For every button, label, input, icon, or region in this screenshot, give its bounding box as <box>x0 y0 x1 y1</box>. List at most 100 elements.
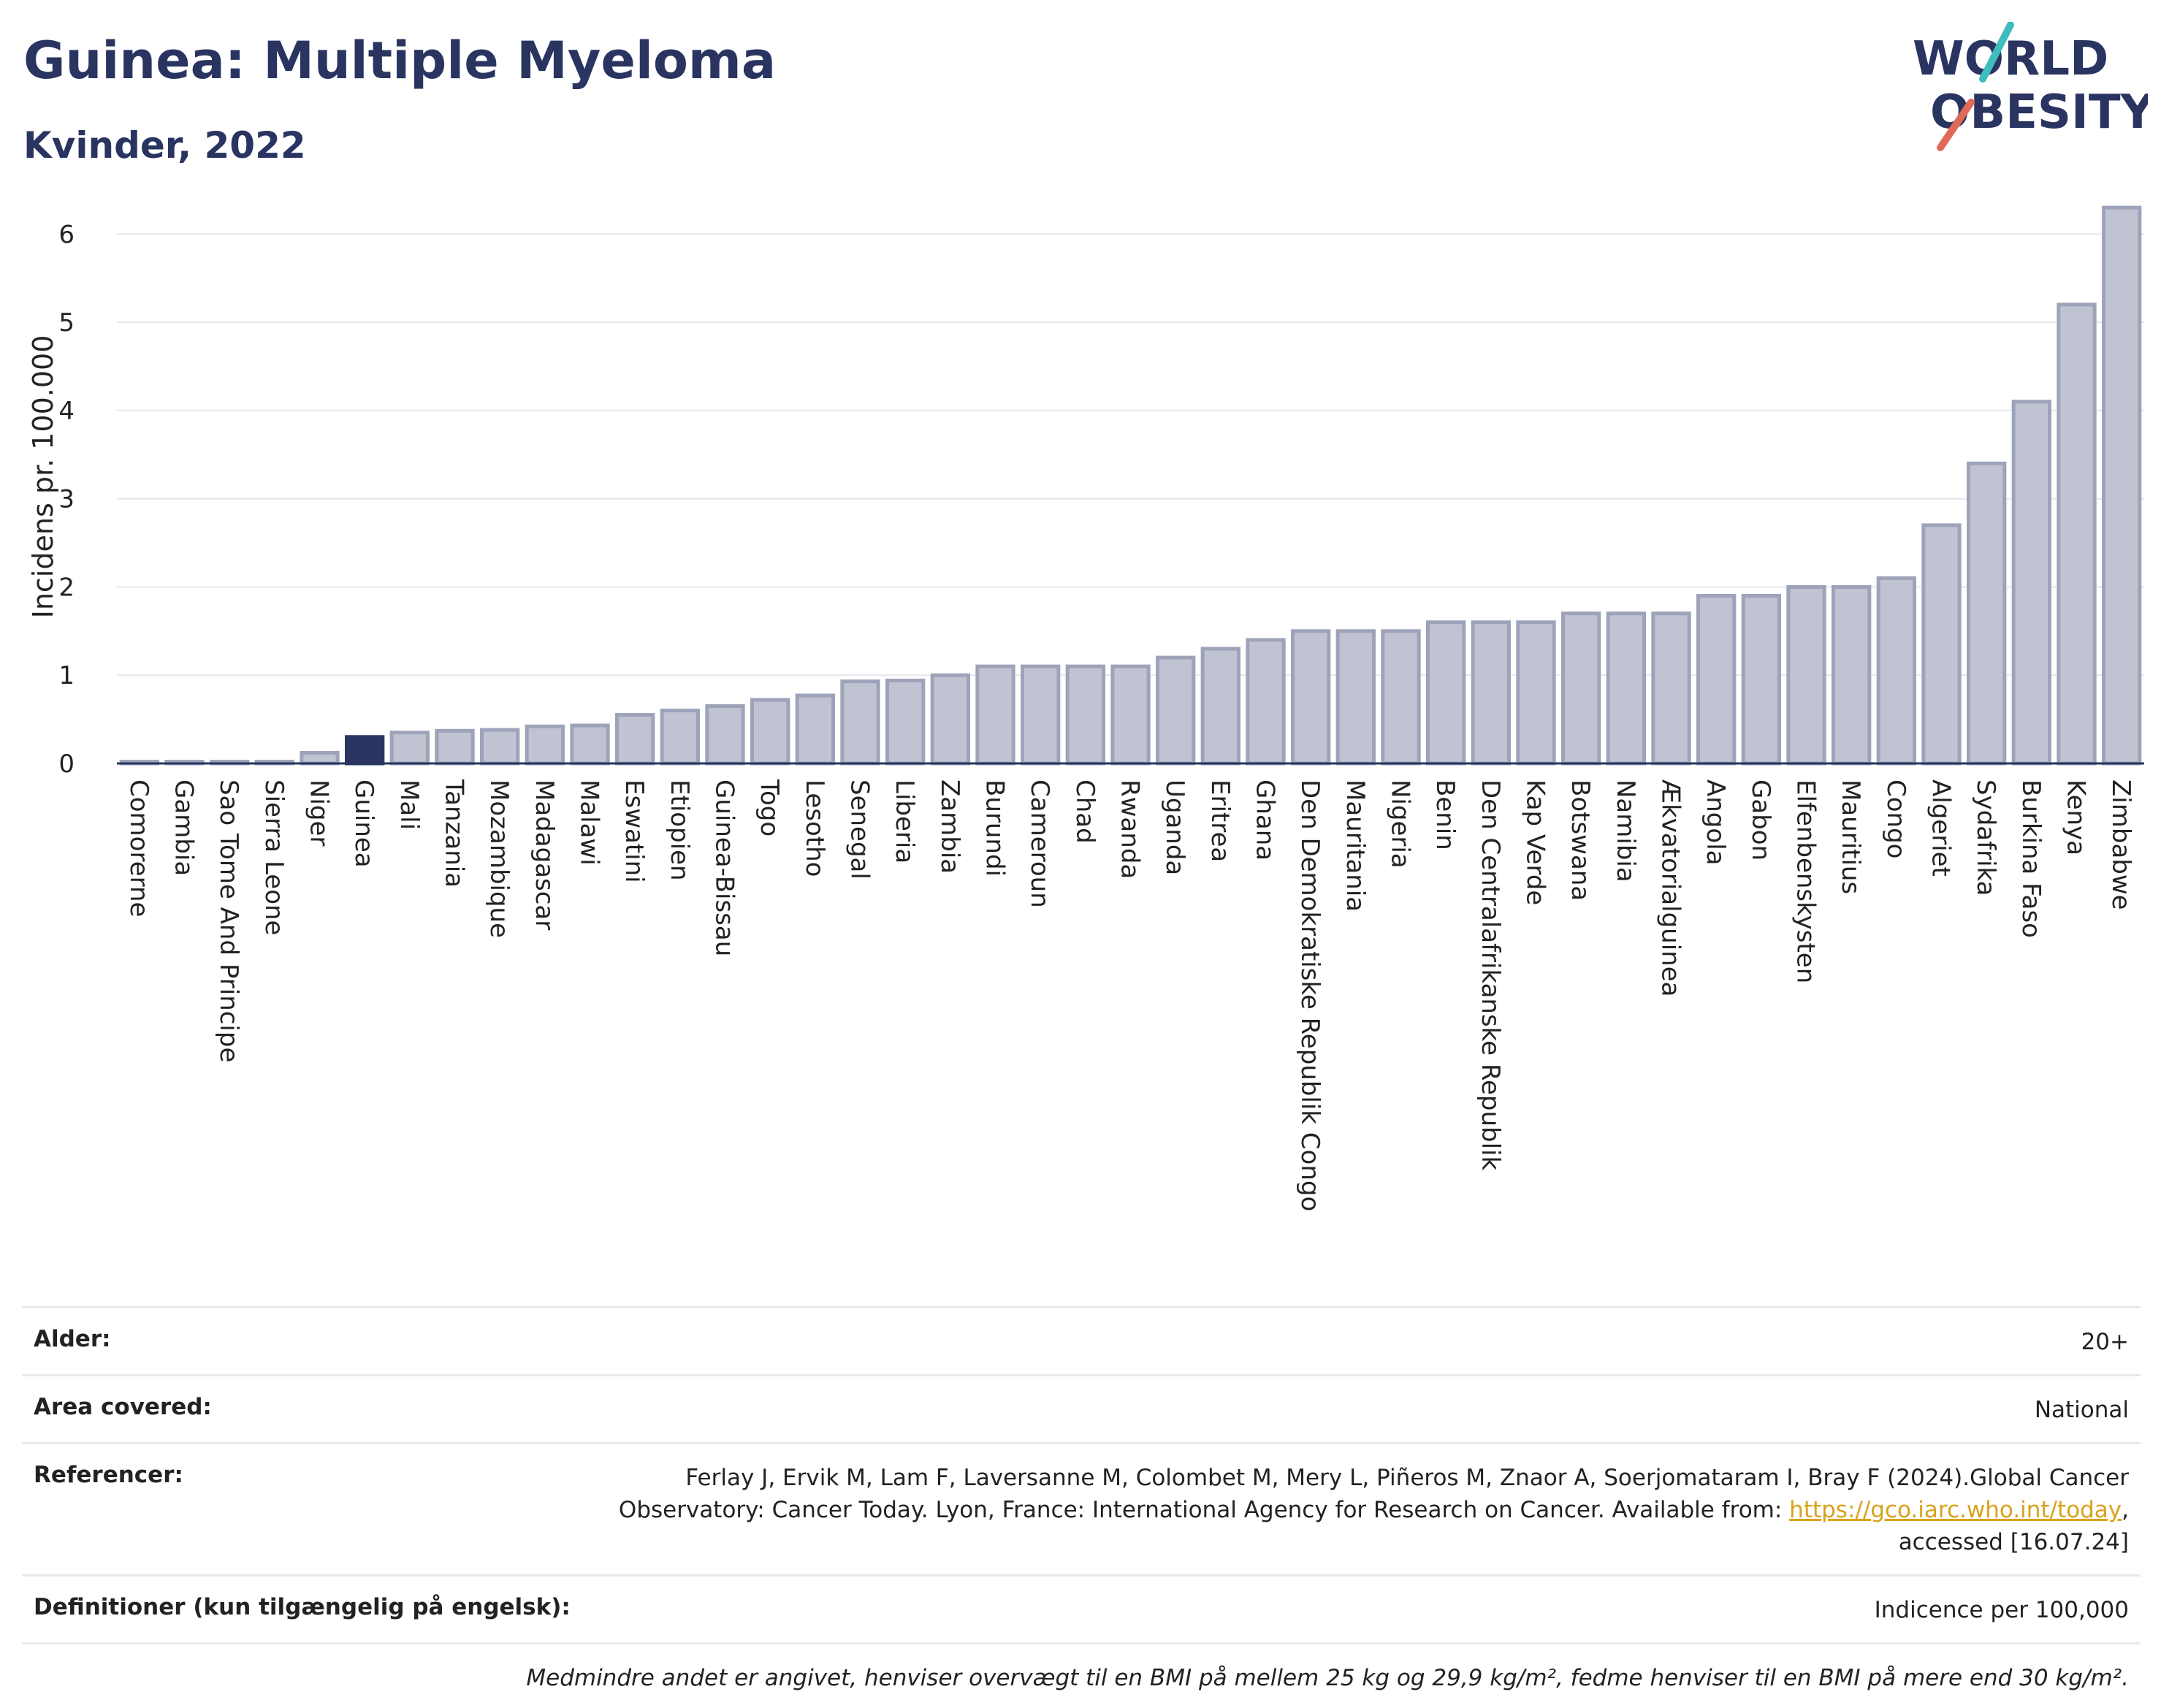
x-tick-label: Malawi <box>575 779 604 866</box>
info-value: National <box>2034 1397 2129 1423</box>
bar <box>1561 611 1601 766</box>
bar <box>1696 594 1737 766</box>
bar <box>345 735 385 766</box>
x-tick-label: Cameroun <box>1025 779 1054 908</box>
reference-line: Observatory: Cancer Today. Lyon, France:… <box>618 1497 2129 1523</box>
x-tick-label: Madagascar <box>530 779 559 930</box>
bar <box>1876 576 1917 766</box>
x-tick-label: Lesotho <box>800 779 829 877</box>
info-table: Alder: 20+ Area covered: National Refere… <box>22 1306 2141 1708</box>
x-tick-label: Den Demokratiske Republik Congo <box>1295 779 1325 1211</box>
bar <box>930 673 970 766</box>
x-tick-label: Mozambique <box>484 779 514 938</box>
bar <box>300 751 340 766</box>
info-row-references: Referencer: Ferlay J, Ervik M, Lam F, La… <box>22 1442 2141 1574</box>
logo-line1: WORLD <box>1913 32 2108 86</box>
x-tick-label: Angola <box>1701 779 1730 865</box>
x-tick-label: Etiopien <box>665 779 694 881</box>
x-tick-label: Namibia <box>1611 779 1640 882</box>
x-tick-label: Zimbabwe <box>2106 779 2135 910</box>
y-axis-label: Incidens pr. 100.000 <box>27 335 59 619</box>
x-tick-label: Chad <box>1070 779 1099 844</box>
bar <box>840 679 880 766</box>
bar <box>2057 302 2097 766</box>
bar <box>480 728 520 766</box>
bar <box>1832 584 1872 766</box>
reference-link[interactable]: https://gco.iarc.who.int/today <box>1789 1497 2122 1523</box>
x-tick-label: Mauritania <box>1341 779 1370 912</box>
info-row-footnote: Medmindre andet er angivet, henviser ove… <box>22 1642 2141 1708</box>
bar <box>1246 638 1286 766</box>
logo-slash-bottom-icon <box>1937 99 1975 151</box>
reference-line: Ferlay J, Ervik M, Lam F, Laversanne M, … <box>685 1465 2129 1491</box>
info-key: Alder: <box>34 1326 111 1352</box>
bar <box>570 723 610 766</box>
bar <box>1516 620 1556 766</box>
bar <box>705 704 745 766</box>
x-tick-label: Gambia <box>169 779 199 876</box>
x-tick-label: Sydafrika <box>1971 779 2000 896</box>
x-tick-label: Mali <box>395 779 424 830</box>
bar <box>1156 655 1196 766</box>
x-tick-label: Kap Verde <box>1521 779 1550 905</box>
info-row-definitions: Definitioner (kun tilgængelig på engelsk… <box>22 1574 2141 1642</box>
bar <box>1110 664 1151 766</box>
y-tick-label: 3 <box>58 485 75 514</box>
x-tick-label: Mauritius <box>1836 779 1865 894</box>
x-tick-label: Comorerne <box>124 779 153 917</box>
bar <box>1426 620 1466 766</box>
bar <box>1967 461 2007 766</box>
y-tick-label: 0 <box>58 750 75 779</box>
bars <box>119 205 2142 766</box>
bar <box>1921 523 1962 766</box>
x-tick-label: Kenya <box>2062 779 2091 855</box>
x-tick-label: Botswana <box>1566 779 1595 901</box>
x-tick-label: Congo <box>1881 779 1910 858</box>
page-title: Guinea: Multiple Myeloma <box>23 31 777 91</box>
bar <box>2102 205 2142 766</box>
x-tick-label: Zambia <box>935 779 964 874</box>
x-tick-label: Liberia <box>890 779 919 863</box>
bar <box>660 709 701 766</box>
x-tick-label: Uganda <box>1160 779 1189 875</box>
bar <box>1065 664 1105 766</box>
x-axis-labels: Comorerne Gambia Sao Tome And Principe Sier… <box>124 779 2135 1211</box>
bar <box>615 713 655 766</box>
x-tick-label: Burundi <box>980 779 1010 877</box>
bar <box>435 728 475 766</box>
bar <box>1381 629 1421 766</box>
logo-slash-top-icon <box>1979 22 2014 83</box>
x-tick-label: Gabon <box>1746 779 1775 861</box>
x-tick-label: Ghana <box>1251 779 1280 861</box>
x-tick-label: Sao Tome And Principe <box>214 779 243 1062</box>
bar <box>795 693 835 766</box>
bar <box>2011 400 2052 766</box>
info-value: Indicence per 100,000 <box>1874 1597 2129 1623</box>
bar <box>1021 664 1061 766</box>
y-tick-label: 4 <box>58 397 75 426</box>
bar <box>1291 629 1331 766</box>
x-tick-label: Togo <box>755 779 784 836</box>
bar <box>1606 611 1647 766</box>
x-tick-label: Guinea <box>349 779 378 868</box>
info-row-area: Area covered: National <box>22 1374 2141 1442</box>
x-tick-label: Rwanda <box>1116 779 1145 879</box>
info-key: Definitioner (kun tilgængelig på engelsk… <box>34 1594 571 1620</box>
x-tick-label: Nigeria <box>1386 779 1415 869</box>
x-tick-label: Sierra Leone <box>259 779 289 935</box>
bar <box>1200 647 1240 766</box>
info-key: Referencer: <box>34 1462 183 1488</box>
x-tick-label: Niger <box>305 779 334 846</box>
bar-chart: 0 1 2 3 4 5 6 Comorerne Gambia Sao Tome And Prin… <box>27 205 2144 1211</box>
x-tick-label: Guinea-Bissau <box>710 779 739 956</box>
reference-line: accessed [16.07.24] <box>1898 1529 2129 1555</box>
bar <box>885 678 926 766</box>
bar <box>1741 594 1782 766</box>
bar <box>1651 611 1691 766</box>
bar <box>750 698 790 766</box>
bar <box>525 724 565 766</box>
x-tick-label: Senegal <box>845 779 874 880</box>
x-tick-label: Burkina Faso <box>2016 779 2046 938</box>
x-tick-label: Eritrea <box>1205 779 1235 862</box>
info-row-age: Alder: 20+ <box>22 1306 2141 1374</box>
